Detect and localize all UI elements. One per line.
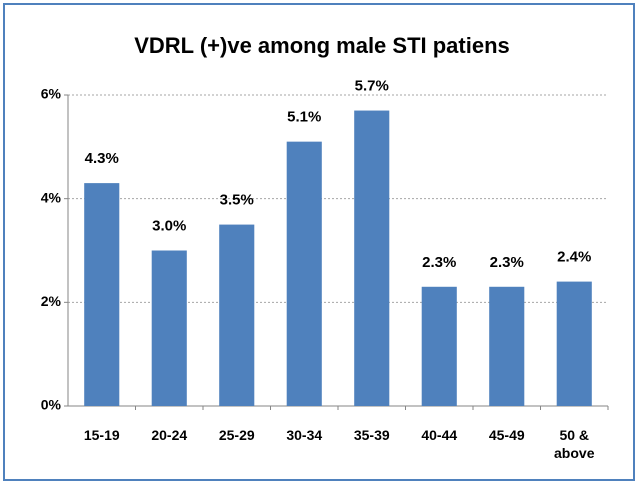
value-label: 4.3%: [85, 150, 119, 167]
x-tick-label: 20-24: [151, 427, 188, 443]
value-label: 2.3%: [422, 254, 456, 271]
value-label: 5.7%: [355, 78, 389, 95]
bar: [421, 286, 457, 406]
x-tick-label: 35-39: [353, 427, 390, 443]
value-label: 2.4%: [557, 249, 591, 266]
x-tick-label: 30-34: [286, 427, 323, 443]
bar: [556, 281, 592, 406]
y-tick-label: 2%: [41, 293, 62, 309]
x-tick-label: 45-49: [488, 427, 525, 443]
y-tick-label: 6%: [41, 86, 62, 102]
bar: [489, 286, 525, 406]
x-tick-label: 50 & above: [554, 427, 595, 461]
bar: [286, 141, 322, 406]
value-label: 3.5%: [220, 192, 254, 209]
bar: [151, 250, 187, 406]
y-tick-label: 4%: [41, 189, 62, 205]
x-tick-label: 25-29: [218, 427, 255, 443]
value-label: 2.3%: [490, 254, 524, 271]
bar: [84, 183, 120, 406]
value-label: 3.0%: [152, 217, 186, 234]
y-tick-label: 0%: [41, 397, 62, 413]
x-tick-label: 40-44: [421, 427, 458, 443]
chart-title: VDRL (+)ve among male STI patiens: [134, 33, 510, 58]
bar: [219, 224, 255, 406]
bar: [354, 110, 390, 407]
x-tick-label: 15-19: [83, 427, 120, 443]
value-label: 5.1%: [287, 109, 321, 126]
chart-frame: [3, 3, 635, 481]
